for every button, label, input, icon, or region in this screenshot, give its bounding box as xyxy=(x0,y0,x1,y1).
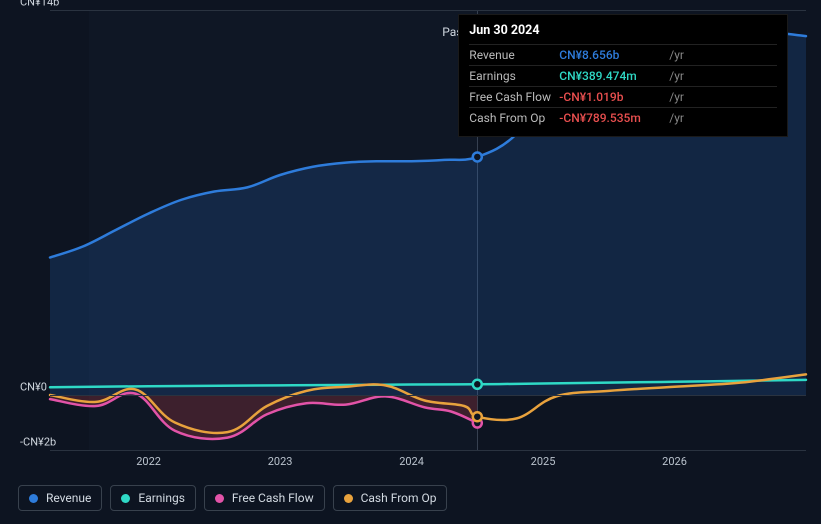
tooltip-row: Free Cash Flow-CN¥1.019b/yr xyxy=(469,86,777,107)
legend-dot-icon xyxy=(215,494,224,503)
tooltip-row-unit: /yr xyxy=(669,69,684,83)
legend-dot-icon xyxy=(29,494,38,503)
tooltip-row: EarningsCN¥389.474m/yr xyxy=(469,65,777,86)
tooltip-row-value: CN¥389.474m xyxy=(559,69,669,83)
tooltip-row-label: Earnings xyxy=(469,69,559,83)
y-axis-label: -CN¥2b xyxy=(20,436,56,449)
legend-label: Cash From Op xyxy=(361,491,437,505)
grid-line xyxy=(50,395,806,396)
legend-item-revenue[interactable]: Revenue xyxy=(18,485,102,511)
legend: Revenue Earnings Free Cash Flow Cash From O… xyxy=(18,485,447,511)
tooltip-row-label: Revenue xyxy=(469,48,559,62)
tooltip-row-unit: /yr xyxy=(669,90,684,104)
grid-line xyxy=(50,450,806,451)
tooltip-row-unit: /yr xyxy=(669,111,684,125)
data-tooltip: Jun 30 2024 RevenueCN¥8.656b/yrEarningsC… xyxy=(458,14,788,137)
y-axis-label: CN¥0 xyxy=(20,381,47,394)
tooltip-row: Cash From Op-CN¥789.535m/yr xyxy=(469,107,777,128)
legend-item-earnings[interactable]: Earnings xyxy=(110,485,196,511)
tooltip-row-value: CN¥8.656b xyxy=(559,48,669,62)
x-axis-label: 2026 xyxy=(662,455,687,468)
legend-label: Revenue xyxy=(46,491,91,505)
past-period-shade xyxy=(89,10,477,450)
tooltip-row-label: Free Cash Flow xyxy=(469,90,559,104)
tooltip-row-value: -CN¥1.019b xyxy=(559,90,669,104)
x-axis-label: 2022 xyxy=(136,455,161,468)
legend-dot-icon xyxy=(344,494,353,503)
legend-item-cashop[interactable]: Cash From Op xyxy=(333,485,448,511)
x-axis-label: 2023 xyxy=(268,455,293,468)
tooltip-row-label: Cash From Op xyxy=(469,111,559,125)
tooltip-title: Jun 30 2024 xyxy=(469,23,777,38)
legend-dot-icon xyxy=(121,494,130,503)
tooltip-row: RevenueCN¥8.656b/yr xyxy=(469,44,777,65)
x-axis-label: 2024 xyxy=(399,455,424,468)
legend-label: Earnings xyxy=(138,491,185,505)
legend-label: Free Cash Flow xyxy=(232,491,314,505)
grid-line xyxy=(50,10,806,11)
y-axis-label: CN¥14b xyxy=(20,0,59,9)
tooltip-row-value: -CN¥789.535m xyxy=(559,111,669,125)
x-axis-label: 2025 xyxy=(531,455,556,468)
tooltip-row-unit: /yr xyxy=(669,48,684,62)
legend-item-fcf[interactable]: Free Cash Flow xyxy=(204,485,325,511)
